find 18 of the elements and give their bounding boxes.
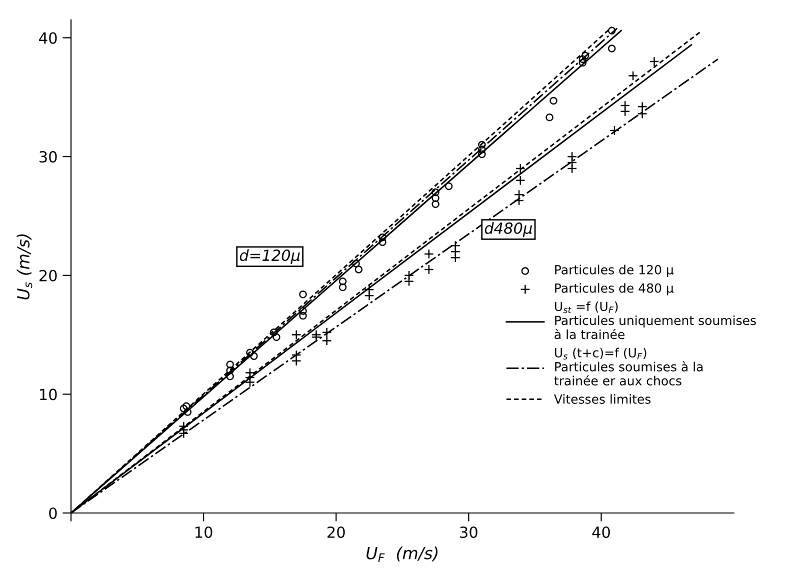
legend-label: Vitesses limites: [554, 394, 651, 404]
x-tick-label: 30: [460, 526, 478, 538]
y-tick-label: 20: [39, 270, 57, 282]
x-tick-label: 10: [196, 526, 212, 538]
y-tick-label: 0: [49, 507, 57, 520]
legend-label: U$_{st}$ =f (U$_{F}$) Particules uniquement soumises à la trainée: [554, 301, 756, 340]
y-axis-title: U$_{s}$ (m/s): [16, 234, 32, 300]
y-tick-label: 10: [40, 388, 57, 400]
legend-label: Particules de 120 μ: [555, 264, 674, 277]
y-tick-label: 40: [39, 32, 57, 44]
legend-label: Particules de 480 μ: [555, 283, 674, 296]
legend-label: U$_{s}$ (t+c)=f (U$_{F}$) Particules soumises à la trainée er aux chocs: [554, 348, 703, 386]
x-tick-label: 20: [328, 526, 345, 538]
annotation: d=120μ: [240, 249, 300, 264]
x-tick-label: 40: [592, 526, 610, 538]
annotation: d480μ: [484, 222, 532, 237]
y-tick-label: 30: [40, 151, 57, 163]
x-axis-title: U$_{F}$ (m/s): [366, 546, 438, 562]
